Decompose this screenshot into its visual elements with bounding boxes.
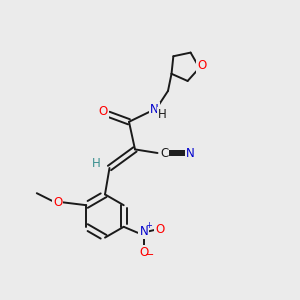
Text: +: +	[145, 221, 152, 230]
Text: O: O	[197, 59, 206, 72]
Text: O: O	[53, 196, 62, 209]
Text: O: O	[155, 223, 164, 236]
Text: O: O	[99, 105, 108, 118]
Text: H: H	[92, 157, 100, 170]
Text: N: N	[140, 225, 148, 239]
Text: N: N	[150, 103, 159, 116]
Text: C: C	[160, 146, 168, 160]
Text: N: N	[185, 146, 194, 160]
Text: H: H	[158, 108, 166, 122]
Text: −: −	[145, 250, 154, 260]
Text: O: O	[139, 246, 148, 259]
